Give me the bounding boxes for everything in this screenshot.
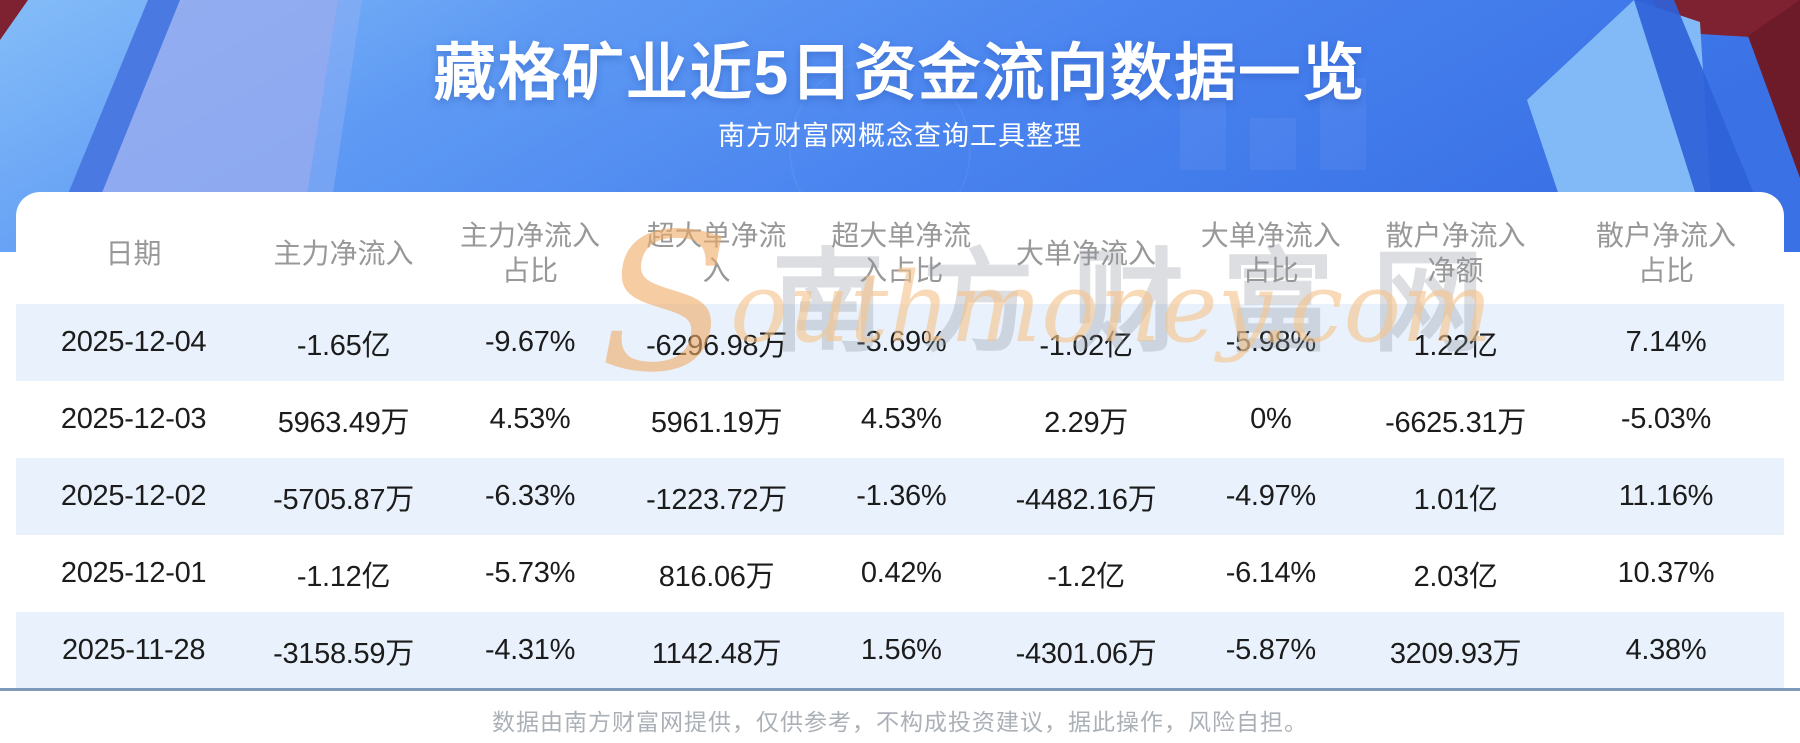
table-cell: 1.56%: [860, 634, 942, 666]
table-row: 2025-12-03 5963.49万 4.53% 5961.19万 4.53% 2.29…: [16, 381, 1784, 458]
table-cell: -3158.59万: [273, 637, 414, 670]
bg-maroon-corner-left: [0, 0, 28, 40]
table-cell: -5.73%: [484, 557, 576, 589]
table-cell: -9.67%: [484, 326, 576, 358]
table-cell: -1.65亿: [296, 329, 391, 362]
column-header: 超大单净流入占比: [831, 220, 972, 286]
column-header: 散户净流入占比: [1595, 220, 1736, 286]
column-header: 日期: [105, 237, 162, 269]
table-body: 2025-12-04 -1.65亿 -9.67% -6296.98万 -3.69% -1.…: [16, 304, 1784, 689]
column-header: 主力净流入占比: [460, 220, 601, 286]
page-title: 藏格矿业近5日资金流向数据一览: [433, 39, 1367, 108]
table-cell: 1.01亿: [1413, 483, 1498, 516]
table-cell: -1.2亿: [1047, 560, 1125, 593]
table-cell: -6625.31万: [1385, 406, 1526, 439]
fund-flow-card: 日期 主力净流入 主力净流入占比 超大单净流入 超大单净流入占比 大单净流入 大单净流入占比…: [16, 192, 1784, 689]
table-cell: -5.87%: [1225, 634, 1316, 666]
table-cell: -6.14%: [1225, 557, 1316, 589]
table-cell: 2.29万: [1044, 406, 1129, 439]
table-cell: -1223.72万: [646, 483, 787, 516]
table-cell: 5961.19万: [650, 406, 783, 439]
column-header: 超大单净流入: [646, 220, 787, 286]
table-cell: 4.53%: [489, 403, 571, 435]
column-header: 主力净流入: [273, 237, 414, 269]
table-cell: -5.98%: [1225, 326, 1316, 358]
table-cell: 1.22亿: [1413, 329, 1498, 362]
table-cell: -4482.16万: [1015, 483, 1157, 516]
table-cell: -3.69%: [856, 326, 947, 358]
table-cell: -5705.87万: [273, 483, 414, 516]
table-cell: -5.03%: [1620, 403, 1711, 435]
table-cell: 7.14%: [1625, 326, 1707, 358]
table-cell: -1.12亿: [296, 560, 391, 593]
table-cell: 10.37%: [1617, 557, 1715, 589]
table-cell: 1142.48万: [651, 637, 782, 670]
table-cell: 2025-12-01: [60, 557, 207, 589]
table-row: 2025-12-04 -1.65亿 -9.67% -6296.98万 -3.69% -1.…: [16, 304, 1784, 381]
table-cell: -4301.06万: [1015, 637, 1157, 670]
table-cell: 2.03亿: [1413, 560, 1498, 593]
table-cell: -1.36%: [856, 480, 947, 512]
table-cell: -6296.98万: [646, 329, 787, 362]
table-cell: 816.06万: [658, 560, 775, 593]
disclaimer-text: 数据由南方财富网提供，仅供参考，不构成投资建议，据此操作，风险自担。: [492, 709, 1308, 735]
table-cell: -4.31%: [484, 634, 576, 666]
table-cell: 2025-12-02: [60, 480, 207, 512]
table-cell: 2025-12-04: [60, 326, 207, 358]
fund-flow-table: 日期 主力净流入 主力净流入占比 超大单净流入 超大单净流入占比 大单净流入 大单净流入占比…: [16, 192, 1784, 689]
bg-cube-left-face: [55, 0, 338, 252]
table-cell: 11.16%: [1618, 480, 1714, 512]
table-cell: 2025-11-28: [61, 634, 206, 666]
table-cell: 4.38%: [1625, 634, 1707, 666]
table-header-row: 日期 主力净流入 主力净流入占比 超大单净流入 超大单净流入占比 大单净流入 大单净流入占比…: [16, 192, 1784, 304]
table-cell: 0%: [1250, 403, 1292, 435]
table-cell: 0.42%: [860, 557, 942, 589]
column-header: 散户净流入净额: [1385, 220, 1526, 286]
column-header: 大单净流入: [1016, 237, 1157, 269]
table-cell: 4.53%: [860, 403, 942, 435]
table-cell: 5963.49万: [277, 406, 410, 439]
table-header: 日期 主力净流入 主力净流入占比 超大单净流入 超大单净流入占比 大单净流入 大单净流入占比…: [16, 192, 1784, 304]
table-cell: -4.97%: [1225, 480, 1316, 512]
table-row: 2025-12-02 -5705.87万 -6.33% -1223.72万 -1.36%…: [16, 458, 1784, 535]
table-cell: 3209.93万: [1389, 637, 1522, 670]
column-header: 大单净流入占比: [1200, 220, 1341, 286]
table-row: 2025-12-01 -1.12亿 -5.73% 816.06万 0.42% -1.2亿 -…: [16, 535, 1784, 612]
table-row: 2025-11-28 -3158.59万 -4.31% 1142.48万 1.56% -4…: [16, 612, 1784, 689]
footer-divider: [0, 688, 1800, 691]
table-cell: 2025-12-03: [60, 403, 207, 435]
table-cell: -6.33%: [484, 480, 576, 512]
page-subtitle: 南方财富网概念查询工具整理: [718, 121, 1082, 151]
table-cell: -1.02亿: [1039, 329, 1133, 362]
